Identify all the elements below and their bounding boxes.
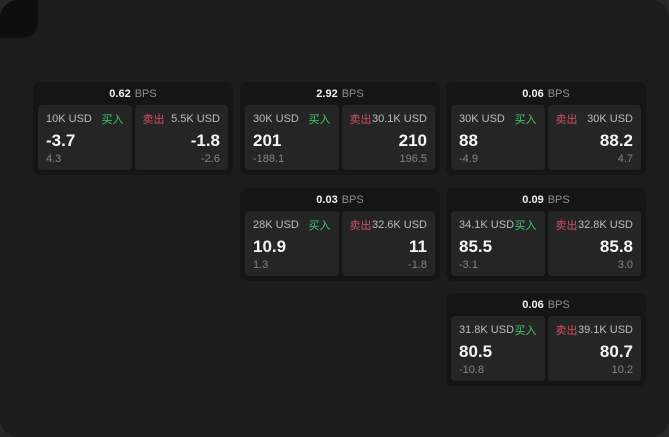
sell-side-label: 卖出 <box>349 220 372 232</box>
buy-change: -10.8 <box>459 364 485 376</box>
buy-panel[interactable]: 31.8K USD 买入 80.5 -10.8 <box>451 316 545 381</box>
buy-price: 201 <box>253 130 282 150</box>
sell-panel[interactable]: 卖出 30K USD 88.2 4.7 <box>547 105 641 170</box>
bps-value: 0.62 <box>109 87 131 100</box>
buy-change: -3.1 <box>459 259 478 271</box>
buy-size-label: 31.8K USD <box>459 324 515 336</box>
sell-price: 88.2 <box>599 130 633 150</box>
buy-price: -3.7 <box>46 130 76 150</box>
sell-size-label: 5.5K USD <box>171 113 220 125</box>
buy-size-label: 30K USD <box>253 113 299 125</box>
sell-change: 10.2 <box>611 364 633 376</box>
buy-price: 80.5 <box>459 341 493 361</box>
buy-side-label: 买入 <box>101 114 124 126</box>
sell-change: 3.0 <box>617 259 633 271</box>
sell-change: 4.7 <box>617 153 633 165</box>
buy-size-label: 34.1K USD <box>459 219 515 231</box>
bps-unit-label: BPS <box>341 193 364 206</box>
buy-change: -4.9 <box>459 153 478 165</box>
spread-card: 0.03 BPS 28K USD 买入 10.9 1.3 卖出 32.6K US… <box>240 188 440 281</box>
sell-side-label: 卖出 <box>555 114 578 126</box>
bps-unit-label: BPS <box>547 298 570 311</box>
bps-value: 0.06 <box>522 87 544 100</box>
sell-side-label: 卖出 <box>349 114 372 126</box>
spread-card: 0.62 BPS 10K USD 买入 -3.7 4.3 卖出 5.5K USD… <box>33 82 233 175</box>
sell-panel[interactable]: 卖出 30.1K USD 210 196.5 <box>341 105 435 170</box>
card-header: 0.06 BPS <box>451 82 641 105</box>
buy-panel[interactable]: 30K USD 买入 201 -188.1 <box>245 105 339 170</box>
buy-price: 88 <box>459 130 478 150</box>
sell-side-label: 卖出 <box>555 220 578 232</box>
sell-size-label: 32.8K USD <box>577 219 633 231</box>
spread-card: 0.06 BPS 31.8K USD 买入 80.5 -10.8 卖出 39.1… <box>446 293 646 386</box>
bps-unit-label: BPS <box>134 87 157 100</box>
corner-widget <box>0 0 38 38</box>
bps-unit-label: BPS <box>547 193 570 206</box>
sell-panel[interactable]: 卖出 5.5K USD -1.8 -2.6 <box>134 105 228 170</box>
bps-value: 0.03 <box>316 193 338 206</box>
sell-panel[interactable]: 卖出 32.6K USD 11 -1.8 <box>341 211 435 276</box>
buy-change: 4.3 <box>46 153 62 165</box>
buy-size-label: 28K USD <box>253 219 299 231</box>
sell-change: 196.5 <box>399 153 427 165</box>
sell-panel[interactable]: 卖出 32.8K USD 85.8 3.0 <box>547 211 641 276</box>
bps-unit-label: BPS <box>341 87 364 100</box>
card-header: 0.06 BPS <box>451 293 641 316</box>
sell-side-label: 卖出 <box>555 325 578 337</box>
buy-side-label: 买入 <box>514 114 537 126</box>
buy-size-label: 30K USD <box>459 113 505 125</box>
sell-size-label: 30.1K USD <box>371 113 427 125</box>
sell-side-label: 卖出 <box>142 114 165 126</box>
sell-panel[interactable]: 卖出 39.1K USD 80.7 10.2 <box>547 316 641 381</box>
sell-price: 85.8 <box>599 236 633 256</box>
spread-card: 2.92 BPS 30K USD 买入 201 -188.1 卖出 30.1K … <box>240 82 440 175</box>
sell-change: -2.6 <box>201 153 220 165</box>
sell-size-label: 39.1K USD <box>577 324 633 336</box>
sell-change: -1.8 <box>408 259 427 271</box>
bps-unit-label: BPS <box>547 87 570 100</box>
buy-panel[interactable]: 28K USD 买入 10.9 1.3 <box>245 211 339 276</box>
spread-card: 0.09 BPS 34.1K USD 买入 85.5 -3.1 卖出 32.8K… <box>446 188 646 281</box>
buy-panel[interactable]: 30K USD 买入 88 -4.9 <box>451 105 545 170</box>
buy-side-label: 买入 <box>514 325 537 337</box>
card-header: 0.09 BPS <box>451 188 641 211</box>
buy-change: -188.1 <box>253 153 285 165</box>
sell-price: 210 <box>398 130 427 150</box>
buy-panel[interactable]: 34.1K USD 买入 85.5 -3.1 <box>451 211 545 276</box>
buy-change: 1.3 <box>253 259 269 271</box>
bps-value: 0.06 <box>522 298 544 311</box>
buy-side-label: 买入 <box>308 220 331 232</box>
sell-size-label: 32.6K USD <box>371 219 427 231</box>
sell-size-label: 30K USD <box>587 113 633 125</box>
card-header: 2.92 BPS <box>245 82 435 105</box>
sell-price: 11 <box>409 236 427 256</box>
buy-size-label: 10K USD <box>46 113 92 125</box>
card-header: 0.03 BPS <box>245 188 435 211</box>
bps-value: 2.92 <box>316 87 338 100</box>
buy-price: 85.5 <box>459 236 493 256</box>
buy-price: 10.9 <box>253 236 287 256</box>
bps-value: 0.09 <box>522 193 544 206</box>
buy-side-label: 买入 <box>308 114 331 126</box>
sell-price: -1.8 <box>190 130 220 150</box>
spread-card: 0.06 BPS 30K USD 买入 88 -4.9 卖出 30K USD 8… <box>446 82 646 175</box>
buy-panel[interactable]: 10K USD 买入 -3.7 4.3 <box>38 105 132 170</box>
card-header: 0.62 BPS <box>38 82 228 105</box>
buy-side-label: 买入 <box>514 220 537 232</box>
sell-price: 80.7 <box>599 341 633 361</box>
